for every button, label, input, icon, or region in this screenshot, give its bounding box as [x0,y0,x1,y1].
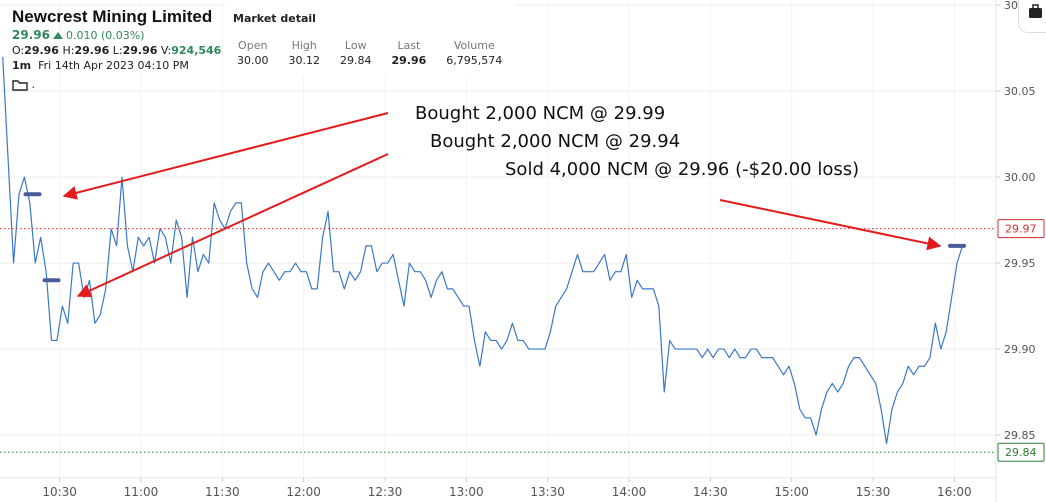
market-detail: Market detail Open High Low Last Volume 30.0… [225,0,515,76]
annotation-arrows [62,112,942,298]
cell: 30.12 [288,53,321,67]
instrument-header: Newcrest Mining Limited 29.96 0.010 (0.03… [12,6,221,92]
time-row: 1m Fri 14th Apr 2023 04:10 PM [12,58,221,73]
market-detail-title: Market detail [233,12,316,25]
x-tick-label: 12:00 [286,485,321,499]
table-header: Open High Low Last Volume [227,38,512,52]
x-tick-label: 10:30 [42,485,77,499]
folder-icon[interactable] [12,79,28,91]
price-line [2,56,964,445]
folder-label: . [31,78,36,91]
ohlc-value: 29.96 [122,44,158,57]
ohlc-value: 29.96 [24,44,59,57]
x-tick-label: 15:00 [774,485,809,499]
overlay: 29.8529.9029.9530.0030.0530.1010:3011:00… [23,0,1045,499]
cell: 30.00 [237,53,269,67]
y-tick-label: 29.95 [1004,257,1036,270]
column-header: Low [344,38,367,52]
cell: 29.96 [391,53,427,67]
price-row: 29.96 0.010 (0.03%) [12,28,221,43]
x-tick-label: 12:30 [368,485,403,499]
x-tick-label: 15:30 [856,485,891,499]
x-tick-label: 13:00 [449,485,484,499]
cell: 6,795,574 [446,53,503,67]
x-tick-label: 14:30 [693,485,728,499]
price-level-box [997,219,1045,239]
ohlcv-row: O:29.96 H:29.96 L:29.96 V:924,546 [12,43,221,58]
y-tick-label: 29.90 [1004,343,1036,356]
ohlc-label: H: [62,44,75,57]
x-tick-label: 13:30 [530,485,565,499]
column-header: High [291,38,317,52]
trade-annotation: Bought 2,000 NCM @ 29.99 [415,103,665,124]
x-tick-label: 16:00 [937,485,972,499]
ohlc-label: V: [160,44,172,57]
trade-annotation: Bought 2,000 NCM @ 29.94 [430,131,680,152]
y-tick-label: 30.00 [1004,171,1036,184]
ohlc-value: 29.96 [74,44,110,57]
ohlc-label: L: [112,44,123,57]
price-level-label: 29.84 [1005,446,1037,459]
ohlc-value: 924,546 [171,44,222,57]
table-row: 30.00 30.12 29.84 29.96 6,795,574 [227,52,512,68]
instrument-title: Newcrest Mining Limited [12,7,213,26]
briefcase-icon [1029,4,1042,18]
datetime: Fri 14th Apr 2023 04:10 PM [38,59,189,72]
column-header: Last [397,38,421,52]
interval[interactable]: 1m [12,59,32,72]
column-header: Volume [453,38,495,52]
y-tick-label: 30.05 [1004,85,1036,98]
trade-annotation: Sold 4,000 NCM @ 29.96 (-$20.00 loss) [505,159,859,180]
toolbox-button[interactable] [1018,0,1046,33]
ohlc-label: O: [12,44,25,57]
folder-row: . [12,77,221,92]
x-tick-label: 11:30 [205,485,240,499]
x-tick-label: 11:00 [124,485,159,499]
price-level-label: 29.97 [1005,223,1037,236]
column-header: Open [238,38,268,52]
cell: 29.84 [340,53,372,67]
up-icon [52,32,63,39]
arrow [719,199,942,251]
y-tick-label: 29.85 [1004,429,1036,442]
arrow [76,153,389,298]
series [0,56,995,453]
last-price: 29.96 [12,28,50,42]
price-level-box [997,442,1045,462]
arrow [62,112,389,200]
price-change: 0.010 (0.03%) [65,29,145,42]
x-tick-label: 14:00 [612,485,647,499]
market-detail-table: Open High Low Last Volume 30.00 30.12 29.84 29.… [227,38,512,68]
